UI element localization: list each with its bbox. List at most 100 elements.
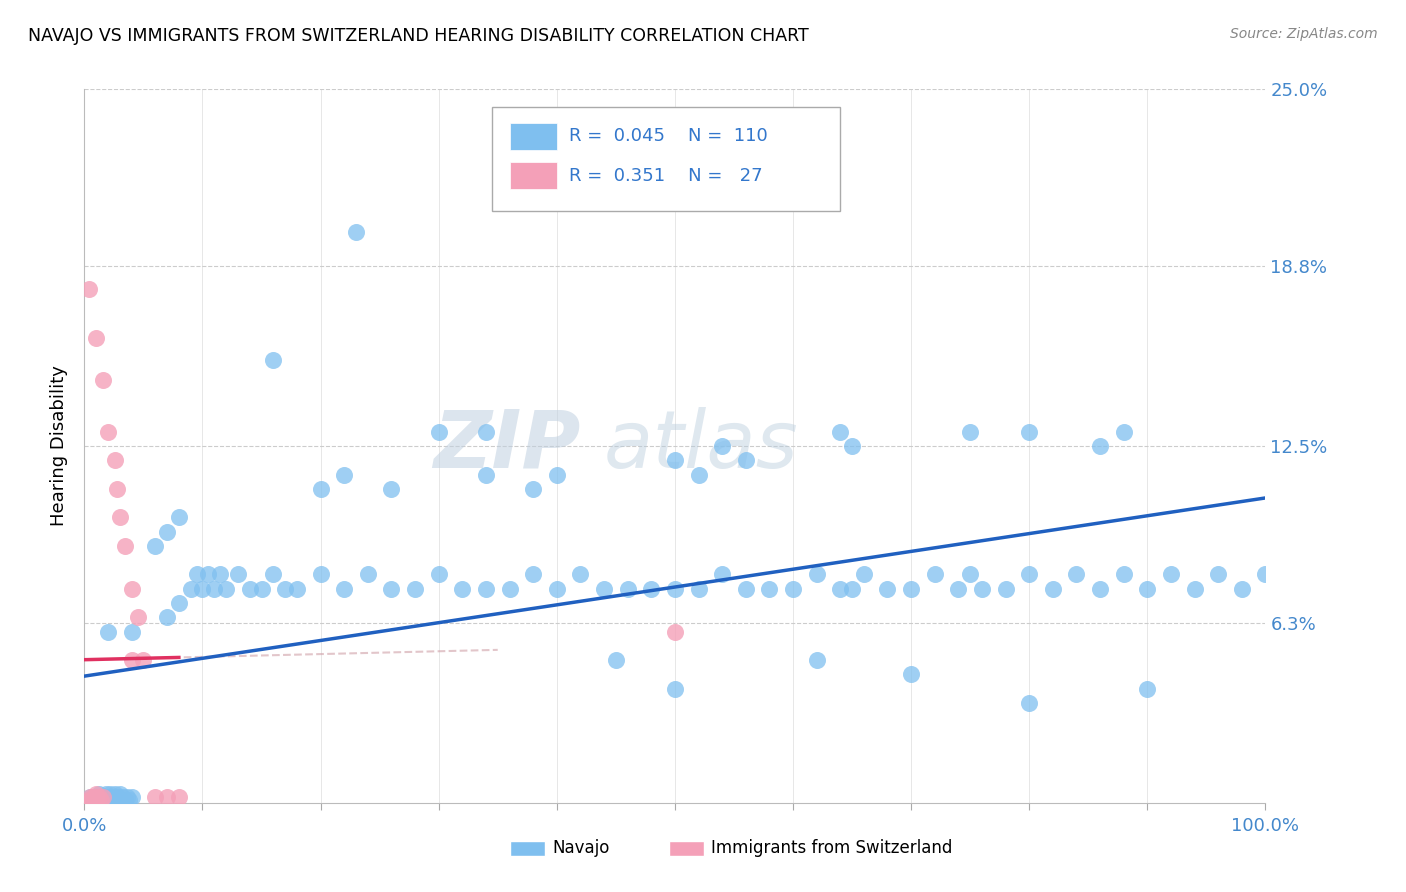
Point — [239, 582, 262, 596]
Point — [830, 425, 852, 439]
Point — [108, 793, 131, 807]
Point — [959, 425, 981, 439]
Point — [522, 482, 544, 496]
Text: Navajo: Navajo — [553, 839, 609, 857]
Point — [830, 582, 852, 596]
Point — [924, 567, 946, 582]
Point — [593, 582, 616, 596]
Point — [546, 582, 568, 596]
Point — [79, 790, 101, 805]
Point — [118, 793, 141, 807]
Point — [156, 524, 179, 539]
Point — [97, 425, 120, 439]
Point — [77, 282, 100, 296]
Point — [841, 582, 863, 596]
Point — [83, 793, 105, 807]
Point — [103, 790, 125, 805]
Point — [333, 467, 356, 482]
Point — [498, 582, 520, 596]
Point — [344, 225, 367, 239]
Point — [132, 653, 155, 667]
Point — [1042, 582, 1064, 596]
Point — [711, 439, 734, 453]
Point — [664, 582, 686, 596]
Point — [1160, 567, 1182, 582]
Point — [191, 582, 214, 596]
Point — [97, 624, 120, 639]
Point — [156, 790, 179, 805]
Point — [79, 790, 101, 805]
Point — [451, 582, 474, 596]
Point — [111, 790, 134, 805]
Point — [1184, 582, 1206, 596]
Point — [104, 787, 127, 801]
Point — [664, 453, 686, 467]
Y-axis label: Hearing Disability: Hearing Disability — [51, 366, 69, 526]
Point — [616, 582, 638, 596]
Point — [108, 510, 131, 524]
Point — [91, 373, 114, 387]
Point — [1018, 425, 1040, 439]
Point — [1230, 582, 1253, 596]
Point — [782, 582, 804, 596]
Point — [876, 582, 898, 596]
Point — [262, 353, 284, 368]
Point — [427, 567, 450, 582]
Point — [77, 793, 100, 807]
Point — [852, 567, 875, 582]
Point — [80, 793, 103, 807]
Point — [841, 439, 863, 453]
Point — [115, 790, 138, 805]
Point — [121, 790, 143, 805]
Point — [94, 793, 117, 807]
Point — [84, 330, 107, 344]
Point — [202, 582, 225, 596]
Point — [180, 582, 202, 596]
Point — [605, 653, 627, 667]
Point — [274, 582, 297, 596]
Point — [380, 582, 402, 596]
Point — [156, 610, 179, 624]
Point — [87, 787, 110, 801]
Point — [734, 582, 756, 596]
Point — [948, 582, 970, 596]
Point — [475, 425, 498, 439]
Point — [1018, 567, 1040, 582]
Point — [1112, 425, 1135, 439]
Point — [1136, 681, 1159, 696]
Point — [900, 582, 922, 596]
Point — [167, 596, 190, 610]
Point — [758, 582, 780, 596]
Point — [333, 582, 356, 596]
Point — [107, 790, 129, 805]
Point — [1136, 582, 1159, 596]
Point — [91, 793, 114, 807]
Point — [84, 787, 107, 801]
Text: Immigrants from Switzerland: Immigrants from Switzerland — [711, 839, 953, 857]
Point — [664, 624, 686, 639]
Point — [640, 582, 662, 596]
Point — [900, 667, 922, 681]
Point — [91, 790, 114, 805]
Point — [104, 793, 127, 807]
Point — [127, 610, 149, 624]
Text: ZIP: ZIP — [433, 407, 581, 485]
Point — [994, 582, 1017, 596]
Point — [121, 582, 143, 596]
Point — [1066, 567, 1088, 582]
Point — [970, 582, 993, 596]
Point — [806, 653, 828, 667]
Point — [84, 793, 107, 807]
Point — [84, 790, 107, 805]
Point — [90, 790, 112, 805]
Bar — [509, 123, 557, 150]
Point — [1206, 567, 1229, 582]
Point — [734, 453, 756, 467]
Bar — [669, 840, 704, 856]
Text: R =  0.351    N =   27: R = 0.351 N = 27 — [568, 167, 762, 185]
Point — [83, 793, 105, 807]
Point — [806, 567, 828, 582]
Point — [107, 482, 129, 496]
Text: NAVAJO VS IMMIGRANTS FROM SWITZERLAND HEARING DISABILITY CORRELATION CHART: NAVAJO VS IMMIGRANTS FROM SWITZERLAND HE… — [28, 27, 808, 45]
Point — [87, 790, 110, 805]
